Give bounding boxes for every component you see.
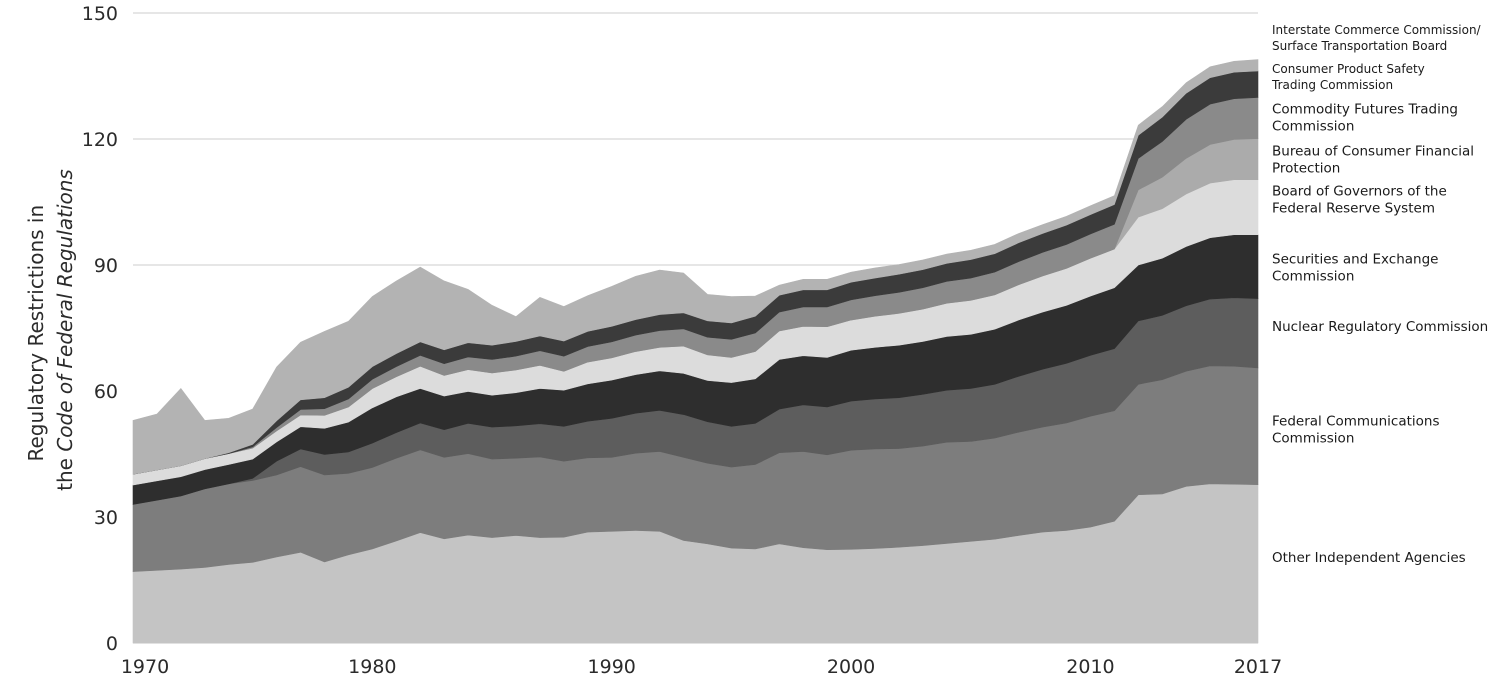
legend-line: Commission — [1272, 119, 1354, 135]
y-axis-label-line1: Regulatory Restrictions in — [24, 205, 48, 462]
legend-line: Trading Commission — [1271, 78, 1393, 92]
x-tick-1980: 1980 — [348, 656, 396, 678]
legend-line: Other Independent Agencies — [1272, 550, 1466, 566]
legend-label-board-of-governors-of-the-federal-reserve-system: Board of Governors of the Federal Reserve… — [1272, 184, 1447, 217]
legend-label-consumer-product-safety-trading-commission: Consumer Product Safety Trading Commissio… — [1271, 62, 1425, 92]
y-tick-120: 120 — [82, 129, 118, 151]
legend-line: Nuclear Regulatory Commission — [1272, 319, 1488, 335]
y-tick-30: 30 — [94, 507, 118, 529]
legend-label-bureau-of-consumer-financial-protection: Bureau of Consumer Financial Protection — [1272, 144, 1474, 177]
legend-line: Commodity Futures Trading — [1272, 102, 1458, 118]
legend-line: Consumer Product Safety — [1272, 62, 1425, 76]
legend-line: Bureau of Consumer Financial — [1272, 144, 1474, 160]
area-series — [132, 59, 1259, 644]
legend-line: Surface Transportation Board — [1272, 39, 1447, 53]
x-tick-1970: 1970 — [121, 656, 169, 678]
x-tick-2017: 2017 — [1234, 656, 1282, 678]
x-tick-2010: 2010 — [1066, 656, 1114, 678]
y-axis-label: Regulatory Restrictions in the Code of F… — [24, 169, 77, 491]
legend-line: Federal Reserve System — [1272, 201, 1435, 217]
legend-line: Interstate Commerce Commission/ — [1272, 23, 1482, 37]
area-interstate-commerce-commission-surface-transportation-board — [132, 59, 1259, 475]
legend-line: Board of Governors of the — [1272, 184, 1447, 200]
legend-label-interstate-commerce-commission-surface-transportation-board: Interstate Commerce Commission/Surface T… — [1272, 23, 1482, 53]
y-axis-label-prefix: the — [53, 452, 77, 491]
legend-line: Commission — [1272, 269, 1354, 285]
legend-line: Federal Communications — [1272, 414, 1440, 430]
y-axis-ticks: 0 30 60 90 120 150 — [82, 3, 118, 655]
legend-line: Securities and Exchange — [1272, 252, 1438, 268]
y-axis-label-italic: Code of Federal Regulations — [53, 169, 77, 452]
y-tick-0: 0 — [106, 633, 118, 655]
x-axis-ticks: 1970 1980 1990 2000 2010 2017 — [121, 656, 1282, 678]
legend-line: Protection — [1272, 161, 1340, 177]
y-tick-150: 150 — [82, 3, 118, 25]
y-tick-60: 60 — [94, 381, 118, 403]
legend: Other Independent Agencies Federal Commun… — [1271, 23, 1488, 566]
legend-label-other-independent-agencies: Other Independent Agencies — [1272, 550, 1466, 566]
legend-label-commodity-futures-trading-commission: Commodity Futures Trading Commission — [1272, 102, 1458, 135]
legend-line: Commission — [1272, 431, 1354, 447]
x-tick-1990: 1990 — [588, 656, 636, 678]
legend-label-nuclear-regulatory-commission: Nuclear Regulatory Commission — [1272, 319, 1488, 335]
y-tick-90: 90 — [94, 255, 118, 277]
legend-label-federal-communications-commission: Federal Communications Commission — [1272, 414, 1440, 447]
legend-label-securities-and-exchange-commission: Securities and Exchange Commission — [1272, 252, 1438, 285]
x-tick-2000: 2000 — [827, 656, 875, 678]
